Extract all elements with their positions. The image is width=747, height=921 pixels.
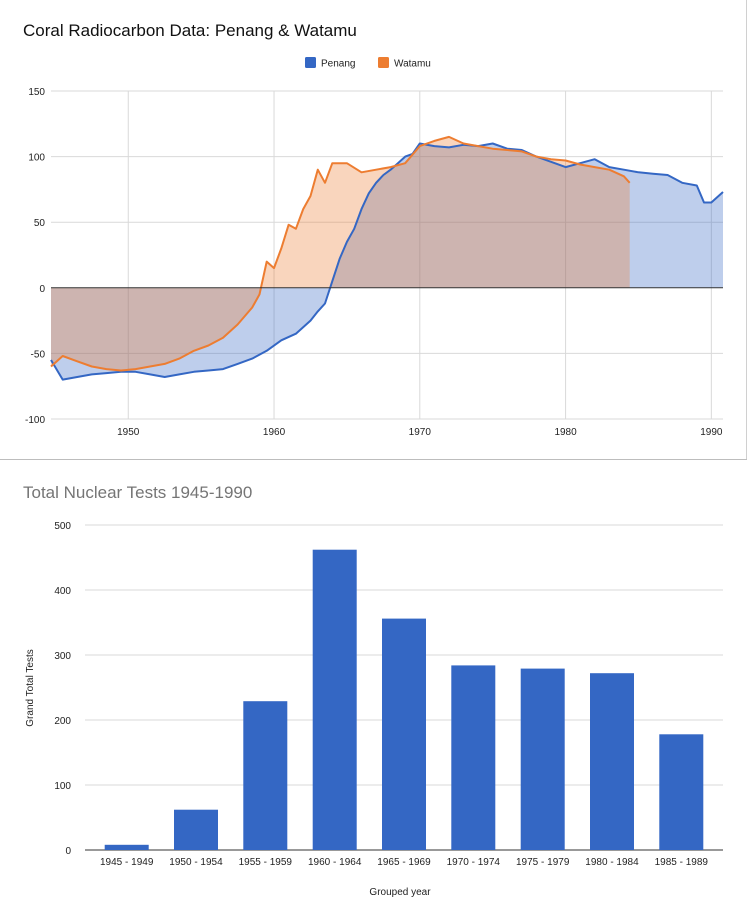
y-tick-label: -100 <box>25 415 45 426</box>
chart-title: Coral Radiocarbon Data: Penang & Watamu <box>23 21 357 40</box>
bar-1985-1989 <box>659 734 704 850</box>
y-tick-label: 100 <box>28 153 45 164</box>
y-tick-label: -50 <box>31 349 46 360</box>
x-tick-label: 1970 - 1974 <box>447 857 501 868</box>
x-tick-label: 1980 - 1984 <box>585 857 639 868</box>
x-tick-label: 1950 - 1954 <box>169 857 223 868</box>
legend-label-penang: Penang <box>321 59 355 70</box>
y-tick-label: 0 <box>65 846 71 857</box>
x-tick-label: 1945 - 1949 <box>100 857 154 868</box>
x-axis-title: Grouped year <box>369 887 431 898</box>
x-tick-label: 1955 - 1959 <box>239 857 293 868</box>
bar-1950-1954 <box>174 809 218 850</box>
legend-swatch-penang <box>305 57 316 68</box>
panel-divider <box>0 459 747 460</box>
bar-1975-1979 <box>520 668 565 850</box>
y-axis-title: Grand Total Tests <box>25 649 36 726</box>
x-tick-label: 1975 - 1979 <box>516 857 570 868</box>
nuclear-tests-chart-panel: Total Nuclear Tests 1945-1990 0 100 200 300… <box>0 460 747 921</box>
chart-title: Total Nuclear Tests 1945-1990 <box>23 483 253 502</box>
legend-swatch-watamu <box>378 57 389 68</box>
x-tick-label: 1950 <box>117 427 140 438</box>
radiocarbon-chart-svg: Penang Watamu -100 -50 0 50 100 150 1950 1960 1970… <box>25 57 724 438</box>
bar-1980-1984 <box>590 673 634 850</box>
area-watamu <box>51 136 630 371</box>
y-tick-label: 150 <box>28 87 45 98</box>
y-tick-label: 0 <box>39 284 45 295</box>
y-tick-label: 100 <box>54 781 71 792</box>
y-tick-label: 300 <box>54 651 71 662</box>
x-tick-label: 1960 - 1964 <box>308 857 362 868</box>
y-tick-label: 500 <box>54 521 71 532</box>
bar-1965-1969 <box>382 618 426 850</box>
nuclear-tests-chart-svg: 0 100 200 300 400 500 1945 - 1949 1950 - 1954 19… <box>25 521 723 898</box>
bar-1960-1964 <box>312 549 357 850</box>
x-tick-label: 1965 - 1969 <box>377 857 431 868</box>
line-watamu <box>50 135 631 372</box>
x-tick-label: 1980 <box>554 427 577 438</box>
radiocarbon-chart-panel: Coral Radiocarbon Data: Penang & Watamu … <box>0 0 747 459</box>
x-tick-label: 1960 <box>263 427 286 438</box>
bar-1955-1959 <box>243 701 288 850</box>
legend-label-watamu: Watamu <box>394 59 431 70</box>
y-tick-label: 400 <box>54 586 71 597</box>
line-penang <box>50 142 724 381</box>
bar-1945-1949 <box>104 844 149 850</box>
x-tick-label: 1985 - 1989 <box>655 857 709 868</box>
y-tick-label: 50 <box>34 218 46 229</box>
area-penang <box>51 143 723 380</box>
bar-1970-1974 <box>451 665 496 850</box>
y-tick-label: 200 <box>54 716 71 727</box>
x-tick-label: 1970 <box>409 427 432 438</box>
x-tick-label: 1990 <box>700 427 723 438</box>
